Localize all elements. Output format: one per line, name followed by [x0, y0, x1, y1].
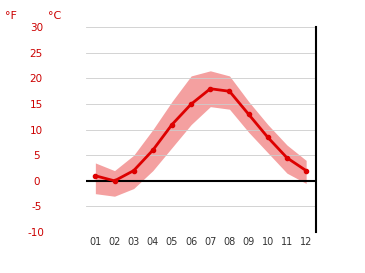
- Text: °F: °F: [5, 11, 17, 21]
- Text: °C: °C: [48, 11, 61, 21]
